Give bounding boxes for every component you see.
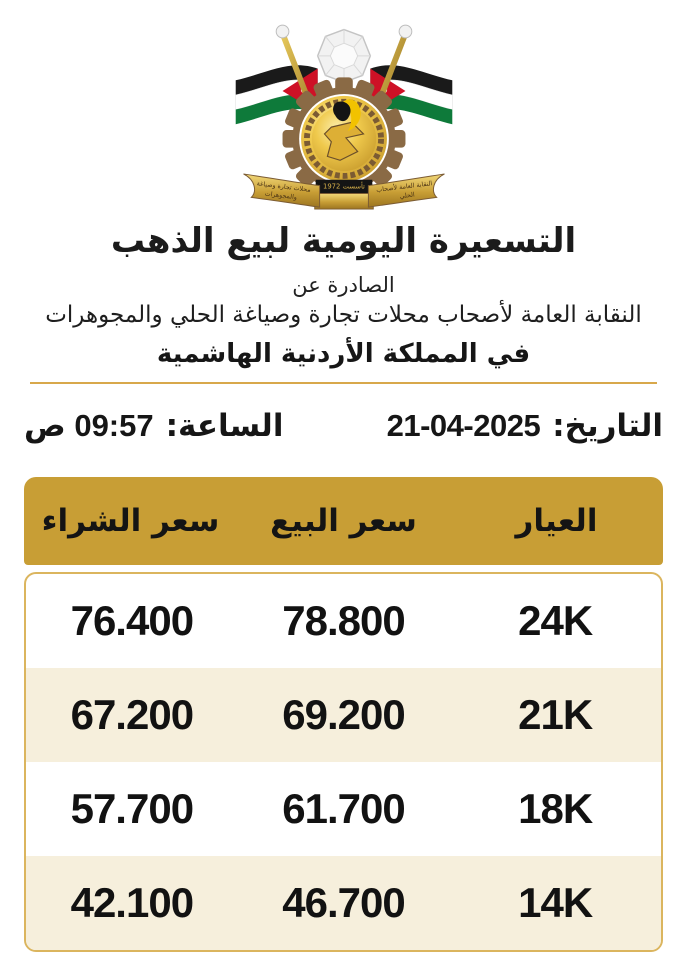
buy-price-cell: 42.100 xyxy=(70,878,194,926)
date-time-row: التاريخ: 21-04-2025 الساعة: 09:57 ص xyxy=(0,404,687,448)
column-header-sell: سعر البيع xyxy=(270,502,417,539)
table-body: 24K 78.800 76.400 21K 69.200 67.200 18K … xyxy=(24,571,663,952)
ribbon-right-text-2: الحلي xyxy=(399,191,415,200)
ribbon-left-text-2: والمجوهرات xyxy=(264,190,297,201)
country-name: في المملكة الأردنية الهاشمية xyxy=(156,339,531,370)
time-label: الساعة: xyxy=(165,408,284,445)
table-row: 18K 61.700 57.700 xyxy=(26,762,661,856)
buy-price-cell: 76.400 xyxy=(70,596,194,644)
column-header-buy: سعر الشراء xyxy=(41,502,220,539)
date-value: 21-04-2025 xyxy=(386,408,541,444)
karat-cell: 21K xyxy=(518,690,593,738)
table-header: العيار سعر البيع سعر الشراء xyxy=(24,476,663,565)
divider-line xyxy=(30,382,657,385)
syndicate-logo: تأسست 1972 محلات تجارة وصياغة والمجوهرات… xyxy=(0,0,687,212)
ribbon-banner: محلات تجارة وصياغة والمجوهرات النقابة ال… xyxy=(242,173,445,210)
sell-price-cell: 61.700 xyxy=(282,784,405,832)
gear-emblem xyxy=(282,77,405,201)
issued-by-label: الصادرة عن xyxy=(292,272,395,297)
sell-price-cell: 46.700 xyxy=(282,878,405,926)
syndicate-emblem-svg: تأسست 1972 محلات تجارة وصياغة والمجوهرات… xyxy=(234,24,453,210)
sell-price-cell: 69.200 xyxy=(282,690,405,738)
buy-price-cell: 57.700 xyxy=(70,784,194,832)
table-row: 14K 46.700 42.100 xyxy=(26,855,661,950)
buy-price-cell: 67.200 xyxy=(70,690,194,738)
founded-text: تأسست 1972 xyxy=(323,182,365,191)
crucible-icon xyxy=(332,101,351,122)
table-row: 24K 78.800 76.400 xyxy=(26,574,661,668)
time-value: 09:57 ص xyxy=(24,408,154,444)
date-field: التاريخ: 21-04-2025 xyxy=(387,404,663,448)
jordan-map xyxy=(323,121,365,161)
page-title: التسعيرة اليومية لبيع الذهب xyxy=(110,221,577,261)
karat-cell: 18K xyxy=(518,784,593,832)
molten-gold xyxy=(342,99,361,132)
organization-name: النقابة العامة لأصحاب محلات تجارة وصياغة… xyxy=(45,301,642,328)
diamond-icon xyxy=(316,28,371,84)
table-row: 21K 69.200 67.200 xyxy=(26,667,661,762)
time-field: الساعة: 09:57 ص xyxy=(24,404,283,448)
karat-cell: 24K xyxy=(518,596,593,644)
karat-cell: 14K xyxy=(518,878,593,926)
date-label: التاريخ: xyxy=(552,408,663,445)
sell-price-cell: 78.800 xyxy=(282,596,405,644)
column-header-karat: العيار xyxy=(515,502,598,539)
gold-price-table: العيار سعر البيع سعر الشراء 24K 78.800 7… xyxy=(24,476,663,952)
